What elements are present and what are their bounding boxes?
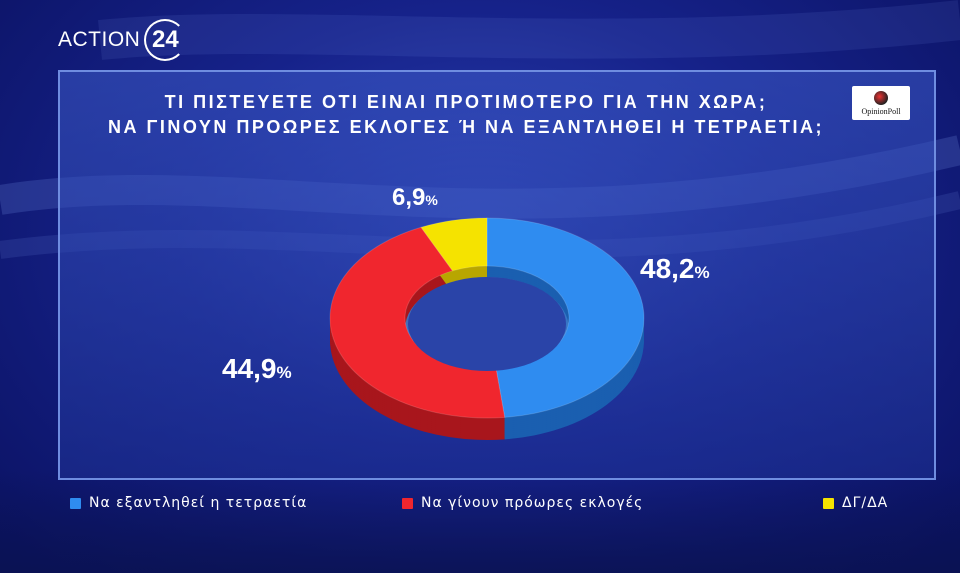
legend-label: Να εξαντληθεί η τετραετία (89, 495, 308, 511)
value-label-1: 44,9% (222, 353, 292, 384)
title-line-2: ΝΑ ΓΙΝΟΥΝ ΠΡΟΩΡΕΣ ΕΚΛΟΓΕΣ Ή ΝΑ ΕΞΑΝΤΛΗΘΕ… (108, 117, 824, 137)
chart-title: ΤΙ ΠΙΣΤΕΥΕΤΕ ΟΤΙ ΕΙΝΑΙ ΠΡΟΤΙΜΟΤΕΡΟ ΓΙΑ Τ… (60, 90, 872, 140)
pollster-emblem-icon (874, 90, 888, 105)
value-label-0: 48,2% (640, 253, 710, 284)
legend-label: ΔΓ/ΔΑ (842, 495, 889, 511)
logo-number: 24 (144, 19, 187, 61)
legend-item-dgda: ΔΓ/ΔΑ (823, 493, 888, 513)
legend-item-tetraetia: Να εξαντληθεί η τετραετία (70, 493, 307, 513)
pollster-name: OpinionPoll (861, 106, 901, 116)
legend-swatch (70, 497, 81, 509)
legend-label: Να γίνουν πρόωρες εκλογές (421, 495, 644, 511)
legend-swatch (402, 497, 413, 509)
logo-text: ACTION (58, 28, 141, 51)
value-label-2: 6,9% (392, 184, 438, 211)
legend-swatch (823, 497, 834, 509)
floor-reflection (0, 470, 960, 573)
donut-hole (408, 277, 566, 371)
legend-item-proores: Να γίνουν πρόωρες εκλογές (402, 493, 643, 513)
slice-0 (486, 217, 645, 418)
slice-2 (420, 217, 488, 272)
title-line-1: ΤΙ ΠΙΣΤΕΥΕΤΕ ΟΤΙ ΕΙΝΑΙ ΠΡΟΤΙΜΟΤΕΡΟ ΓΙΑ Τ… (164, 92, 768, 112)
opinionpoll-logo: OpinionPoll (852, 86, 910, 120)
action24-logo: ACTION 24 (58, 19, 187, 61)
